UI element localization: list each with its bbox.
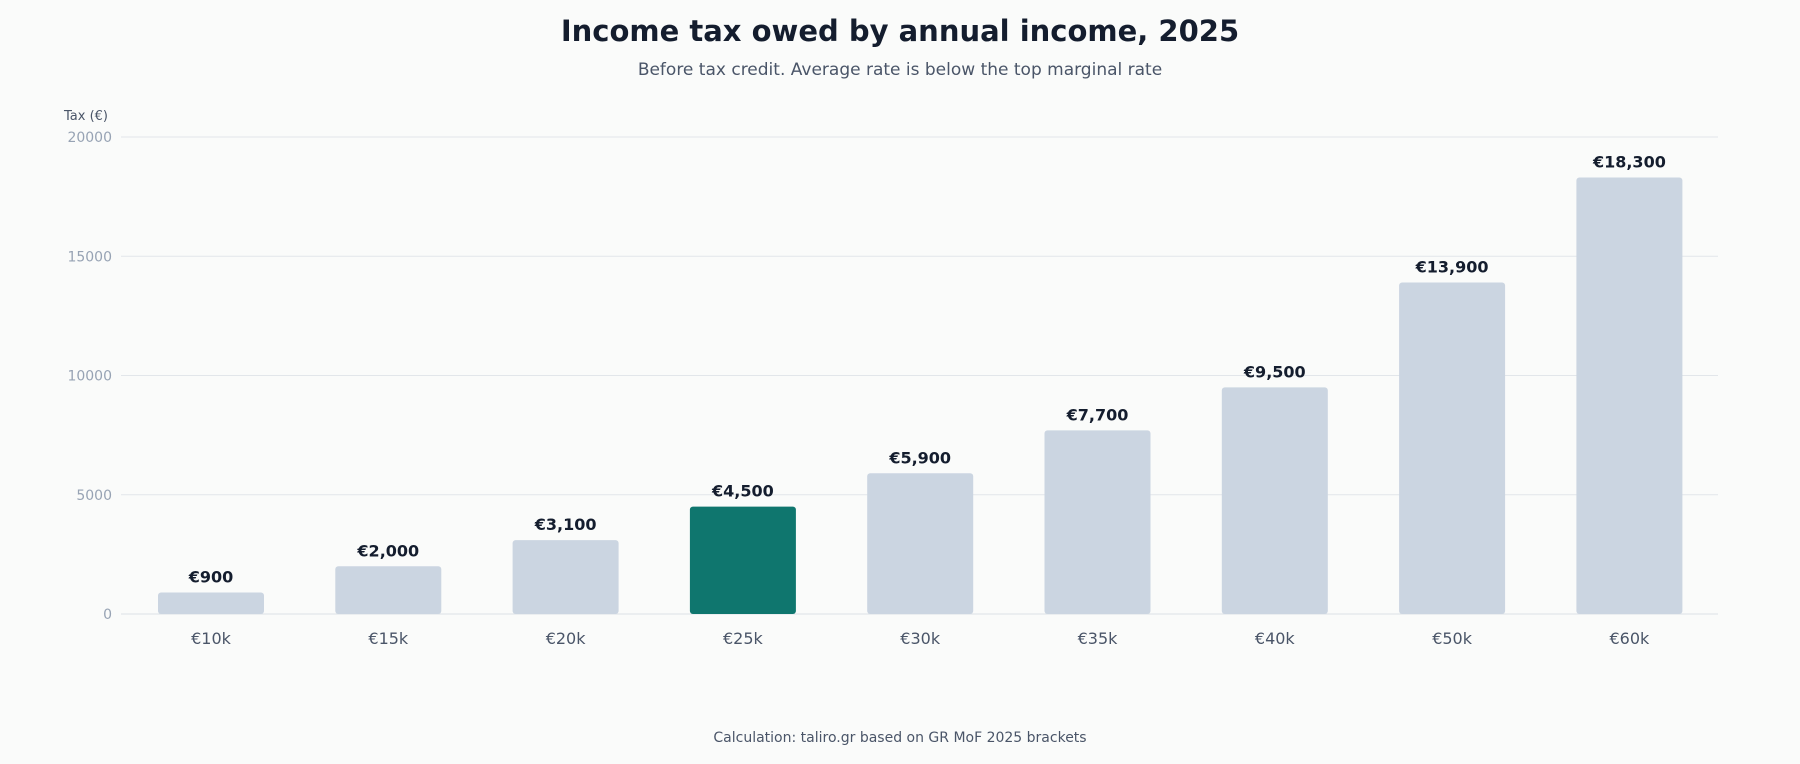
chart-title: Income tax owed by annual income, 2025: [560, 14, 1240, 48]
x-tick-label: €25k: [723, 629, 764, 648]
y-axis-ticks: 0 5000 10000 15000 20000: [67, 130, 112, 623]
value-label: €18,300: [1592, 153, 1666, 172]
bar: [689, 506, 796, 614]
x-axis-ticks: €10k €15k €20k €25k €30k €35k €40k €50k €60k: [191, 629, 1650, 648]
x-tick-label: €30k: [900, 629, 941, 648]
x-tick-label: €35k: [1078, 629, 1119, 648]
value-label: €4,500: [711, 482, 774, 501]
chart-subtitle: Before tax credit. Average rate is below…: [637, 60, 1163, 80]
value-label: €9,500: [1243, 362, 1306, 381]
value-label: €7,700: [1066, 405, 1129, 424]
value-label: €13,900: [1415, 257, 1489, 276]
bar: [512, 540, 619, 614]
bar: [158, 592, 264, 614]
y-tick-label: 10000: [67, 369, 112, 385]
bar: [335, 566, 442, 614]
value-label: €3,100: [534, 515, 597, 534]
x-tick-label: €40k: [1255, 629, 1296, 648]
x-tick-label: €20k: [546, 629, 587, 648]
bar: [1221, 387, 1328, 614]
x-tick-label: €50k: [1432, 629, 1473, 648]
x-tick-label: €60k: [1609, 629, 1650, 648]
value-label: €2,000: [356, 541, 419, 560]
y-tick-label: 15000: [67, 249, 112, 265]
y-tick-label: 0: [103, 607, 112, 623]
x-tick-label: €10k: [191, 629, 232, 648]
source-note: Calculation: taliro.gr based on GR MoF 2…: [713, 730, 1087, 746]
value-label: €5,900: [888, 448, 951, 467]
bar: [1576, 177, 1683, 615]
value-labels: €900 €2,000 €3,100 €4,500 €5,900 €7,700 €9,500…: [188, 153, 1666, 587]
y-tick-label: 5000: [76, 488, 112, 504]
bar: [867, 473, 974, 614]
x-tick-label: €15k: [368, 629, 409, 648]
bar: [1399, 282, 1506, 614]
value-label: €900: [188, 568, 234, 587]
y-tick-label: 20000: [67, 130, 112, 146]
bar: [1044, 430, 1151, 614]
bars: [158, 177, 1683, 615]
y-axis-title: Tax (€): [63, 109, 108, 124]
